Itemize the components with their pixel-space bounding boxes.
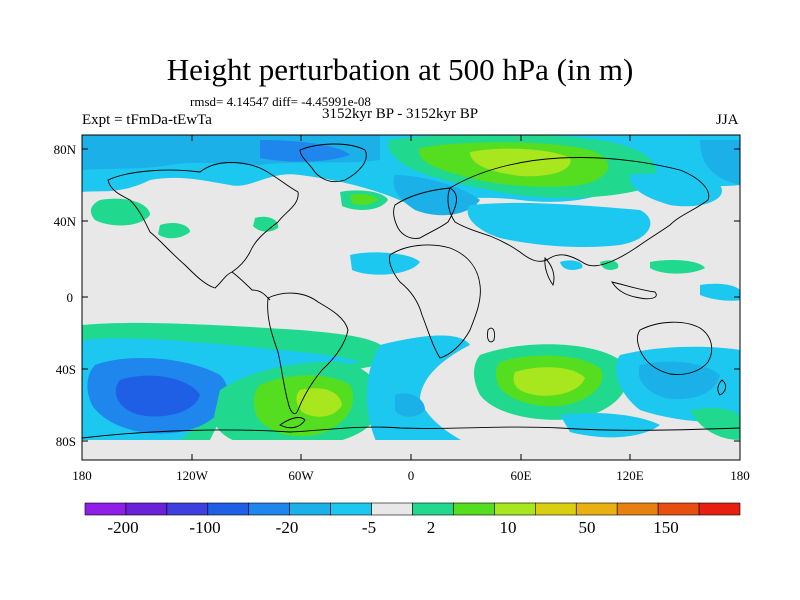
colorbar-box — [289, 502, 331, 516]
colorbar-box — [125, 502, 168, 516]
axis-ticks — [81, 135, 741, 460]
lon-tick-label: 180 — [72, 468, 92, 483]
colorbar-box — [575, 502, 618, 516]
colorbar-labels: -200 -100 -20 -5 2 10 50 150 — [107, 518, 678, 537]
colorbar-box — [207, 502, 250, 516]
colorbar-label: 2 — [427, 518, 436, 537]
lon-tick-label: 120E — [616, 468, 644, 483]
lat-tick-label: 0 — [67, 290, 74, 305]
experiment-label: Expt = tFmDa-tEwTa — [82, 112, 212, 128]
lon-tick-label: 120W — [176, 468, 209, 483]
colorbar-box — [166, 502, 209, 516]
period-label: 3152kyr BP - 3152kyr BP — [322, 106, 479, 122]
lat-tick-label: 80N — [54, 142, 77, 157]
colorbar-box — [698, 502, 741, 516]
colorbar-box — [453, 502, 495, 516]
season-label: JJA — [716, 112, 739, 128]
colorbar-box — [248, 502, 290, 516]
colorbar-label: 150 — [653, 518, 679, 537]
lon-tick-label: 0 — [408, 468, 415, 483]
colorbar-label: 10 — [500, 518, 517, 537]
colorbar-box — [616, 502, 659, 516]
colorbar-label: -20 — [276, 518, 299, 537]
lon-tick-label: 60W — [288, 468, 314, 483]
colorbar-box — [657, 502, 700, 516]
lat-tick-label: 80S — [56, 434, 76, 449]
lat-tick-labels: 80N 40N 0 40S 80S — [54, 142, 77, 449]
colorbar-box — [84, 502, 127, 516]
colorbar-box — [371, 502, 413, 516]
colorbar-box — [412, 502, 454, 516]
colorbar-box — [535, 502, 577, 516]
lat-tick-label: 40N — [54, 214, 77, 229]
stats-line: rmsd= 4.14547 diff= -4.45991e-08 — [190, 94, 371, 109]
lat-tick-label: 40S — [56, 362, 76, 377]
coastlines — [82, 143, 740, 439]
lon-tick-label: 60E — [511, 468, 532, 483]
lon-tick-labels: 180 120W 60W 0 60E 120E 180 — [72, 468, 750, 483]
colorbar-box — [494, 502, 536, 516]
contour-fills — [82, 135, 740, 460]
colorbar — [84, 502, 741, 516]
colorbar-label: -5 — [362, 518, 376, 537]
colorbar-box — [330, 502, 372, 516]
lon-tick-label: 180 — [730, 468, 750, 483]
colorbar-label: 50 — [579, 518, 596, 537]
figure-title: Height perturbation at 500 hPa (in m) — [166, 52, 634, 87]
colorbar-label: -100 — [189, 518, 220, 537]
colorbar-label: -200 — [107, 518, 138, 537]
